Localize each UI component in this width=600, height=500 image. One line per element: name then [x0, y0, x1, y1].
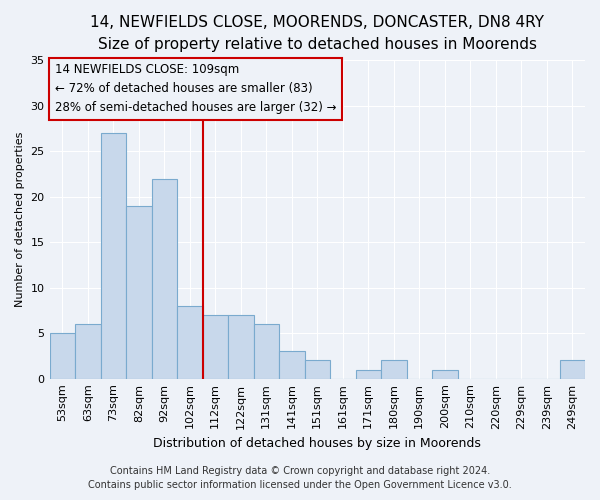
- Bar: [356, 370, 381, 378]
- Bar: [305, 360, 330, 378]
- Bar: [254, 324, 279, 378]
- Bar: [75, 324, 101, 378]
- Bar: [152, 178, 177, 378]
- Text: Contains HM Land Registry data © Crown copyright and database right 2024.
Contai: Contains HM Land Registry data © Crown c…: [88, 466, 512, 490]
- Bar: [126, 206, 152, 378]
- Bar: [203, 315, 228, 378]
- Bar: [560, 360, 585, 378]
- Bar: [177, 306, 203, 378]
- Text: 14 NEWFIELDS CLOSE: 109sqm
← 72% of detached houses are smaller (83)
28% of semi: 14 NEWFIELDS CLOSE: 109sqm ← 72% of deta…: [55, 64, 337, 114]
- X-axis label: Distribution of detached houses by size in Moorends: Distribution of detached houses by size …: [154, 437, 481, 450]
- Bar: [381, 360, 407, 378]
- Y-axis label: Number of detached properties: Number of detached properties: [15, 132, 25, 307]
- Title: 14, NEWFIELDS CLOSE, MOORENDS, DONCASTER, DN8 4RY
Size of property relative to d: 14, NEWFIELDS CLOSE, MOORENDS, DONCASTER…: [90, 15, 544, 52]
- Bar: [279, 352, 305, 378]
- Bar: [432, 370, 458, 378]
- Bar: [228, 315, 254, 378]
- Bar: [101, 133, 126, 378]
- Bar: [50, 333, 75, 378]
